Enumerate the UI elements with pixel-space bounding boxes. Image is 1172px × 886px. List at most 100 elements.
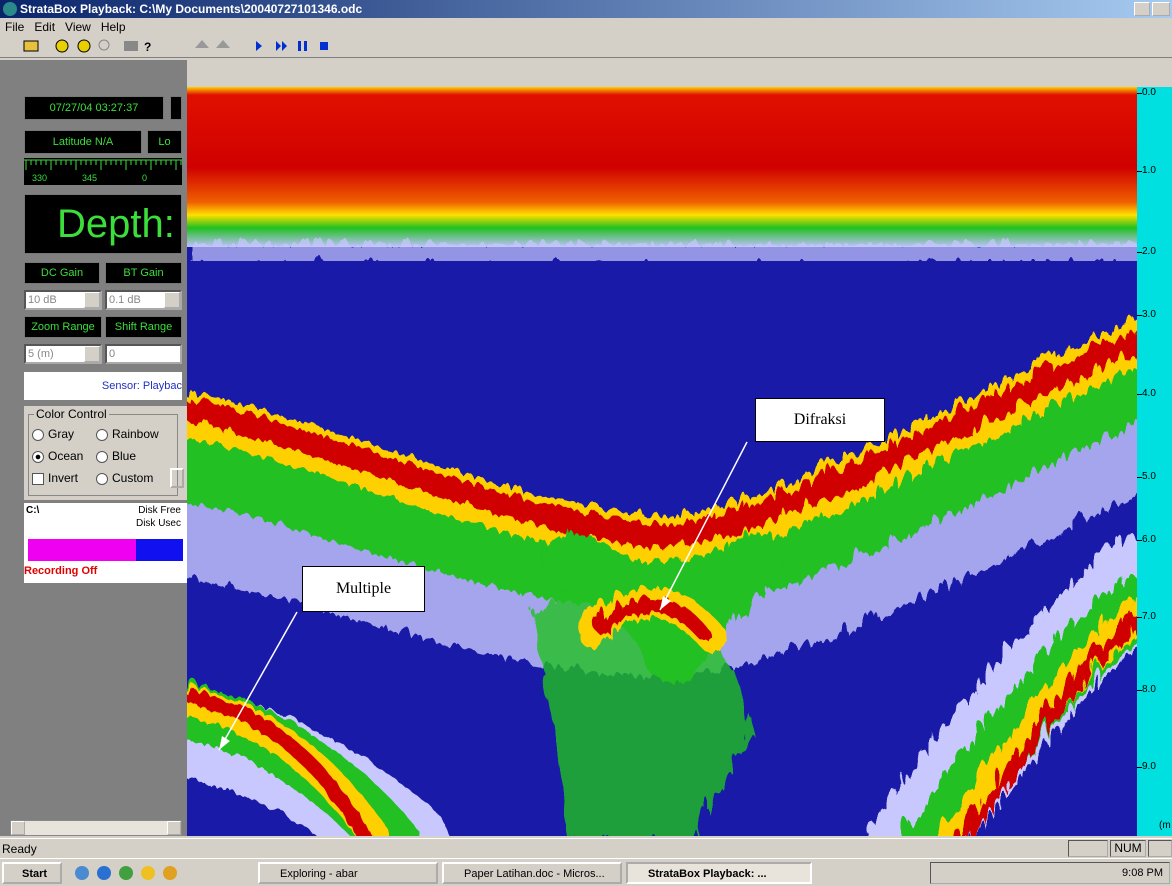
option-label: Custom: [112, 471, 153, 485]
radio-rainbow[interactable]: Rainbow: [96, 427, 159, 441]
quick-launch: [72, 864, 252, 882]
annotation: Multiple: [302, 566, 425, 612]
input-value: 0: [109, 348, 115, 360]
menu-bar: File Edit View Help: [0, 18, 1172, 36]
status-bar: Ready NUM: [0, 838, 1172, 858]
option-label: Gray: [48, 427, 74, 441]
compass-scale: [24, 158, 182, 185]
h-scrollbar[interactable]: [10, 820, 182, 836]
option-label: Blue: [112, 449, 136, 463]
title-bar: StrataBox Playback: C:\My Documents\2004…: [0, 0, 1172, 18]
scale-tick: [1137, 690, 1142, 691]
custom-button[interactable]: [170, 468, 184, 488]
scale-tick: [1137, 93, 1142, 94]
select-value: 10 dB: [28, 294, 57, 306]
radio-ocean[interactable]: Ocean: [32, 449, 83, 463]
drive: C:\: [26, 505, 39, 516]
toolbar-icons: ?: [0, 36, 400, 57]
option-label: Invert: [48, 471, 78, 485]
start-button[interactable]: Start: [2, 862, 62, 884]
dropdown-arrow[interactable]: [84, 346, 100, 362]
close-button[interactable]: [1152, 2, 1170, 16]
depth-label: 5.0: [1142, 471, 1156, 482]
depth-display: Depth:: [24, 194, 182, 254]
compass-label: 345: [82, 173, 97, 183]
bt-gain-select[interactable]: 0.1 dB: [105, 290, 182, 310]
screen: StrataBox Playback: C:\My Documents\2004…: [0, 0, 1172, 886]
depth-label: 2.0: [1142, 246, 1156, 257]
compass-label: 0: [142, 173, 147, 183]
scale-tick: [1137, 252, 1142, 253]
toolbar-border: [0, 57, 1172, 58]
dropdown-arrow[interactable]: [84, 292, 100, 308]
compass: 330 345 0: [24, 158, 182, 185]
disk-free: Disk Free: [138, 505, 181, 516]
scale-tick: [1137, 171, 1142, 172]
surface-band: [187, 87, 1137, 247]
scale-tick: [1137, 477, 1142, 478]
gain-label: BT Gain: [105, 262, 182, 284]
menu-item[interactable]: Help: [101, 20, 126, 34]
task-button[interactable]: Exploring - abar: [258, 862, 438, 884]
status-pane: [1148, 840, 1172, 857]
dc-gain-select[interactable]: 10 dB: [24, 290, 102, 310]
left-panel: 07/27/04 03:27:37 Latitude N/A Lo 330 34…: [0, 60, 187, 836]
scale-tick: [1137, 315, 1142, 316]
color-control: Color Control Gray Rainbow Ocean Blue In…: [24, 406, 187, 500]
svg-text:?: ?: [144, 40, 151, 54]
task-label: Exploring - abar: [280, 868, 358, 880]
depth-label: 0.0: [1142, 87, 1156, 98]
option-label: Rainbow: [112, 427, 159, 441]
menu-item[interactable]: View: [65, 20, 91, 34]
depth-scale: 0.01.02.03.04.05.06.07.08.09.0(m: [1137, 87, 1172, 836]
annotation: Difraksi: [755, 398, 885, 442]
radio-gray[interactable]: Gray: [32, 427, 74, 441]
start-label: Start: [22, 868, 47, 880]
range-label: Zoom Range: [24, 316, 102, 338]
scroll-left[interactable]: [11, 821, 25, 835]
scroll-right[interactable]: [167, 821, 181, 835]
menu-item[interactable]: File: [5, 20, 24, 34]
depth-label: 8.0: [1142, 684, 1156, 695]
menu-item[interactable]: Edit: [34, 20, 55, 34]
surface-noise: [187, 239, 1137, 259]
task-label: Paper Latihan.doc - Micros...: [464, 868, 605, 880]
task-label: StrataBox Playback: ...: [648, 868, 767, 880]
gain-label: DC Gain: [24, 262, 100, 284]
scale-tick: [1137, 540, 1142, 541]
app-icon: [3, 2, 17, 16]
checkbox-invert[interactable]: Invert: [32, 471, 78, 485]
latitude: Latitude N/A: [24, 130, 142, 154]
toolbar: ?: [0, 36, 1172, 57]
radio-blue[interactable]: Blue: [96, 449, 136, 463]
dropdown-arrow[interactable]: [164, 292, 180, 308]
sensor: Sensor: Playbac: [24, 372, 182, 400]
depth-label: 9.0: [1142, 761, 1156, 772]
group-title: Color Control: [34, 407, 109, 421]
select-value: 0.1 dB: [109, 294, 141, 306]
scale-unit: (m: [1159, 820, 1171, 831]
taskbar: Start Exploring - abar Paper Latihan.doc…: [0, 858, 1172, 886]
disk-used: Disk Usec: [136, 518, 181, 529]
scale-tick: [1137, 617, 1142, 618]
radio-custom[interactable]: Custom: [96, 471, 153, 485]
depth-label: 6.0: [1142, 534, 1156, 545]
depth-label: 4.0: [1142, 388, 1156, 399]
task-button[interactable]: Paper Latihan.doc - Micros...: [442, 862, 622, 884]
system-tray: 9:08 PM: [930, 862, 1170, 884]
range-label: Shift Range: [105, 316, 182, 338]
disk-bar-free: [136, 539, 183, 561]
longitude: Lo: [147, 130, 182, 154]
maximize-button[interactable]: [1134, 2, 1150, 16]
scale-tick: [1137, 394, 1142, 395]
clock: 9:08 PM: [1122, 867, 1163, 879]
panel-box: [170, 96, 182, 120]
disk-bar-used: [28, 539, 136, 561]
depth-label: 7.0: [1142, 611, 1156, 622]
zoom-select[interactable]: 5 (m): [24, 344, 102, 364]
compass-label: 330: [32, 173, 47, 183]
shift-input[interactable]: 0: [105, 344, 182, 364]
depth-label: 3.0: [1142, 309, 1156, 320]
task-button-active[interactable]: StrataBox Playback: ...: [626, 862, 812, 884]
echogram: [187, 87, 1137, 836]
